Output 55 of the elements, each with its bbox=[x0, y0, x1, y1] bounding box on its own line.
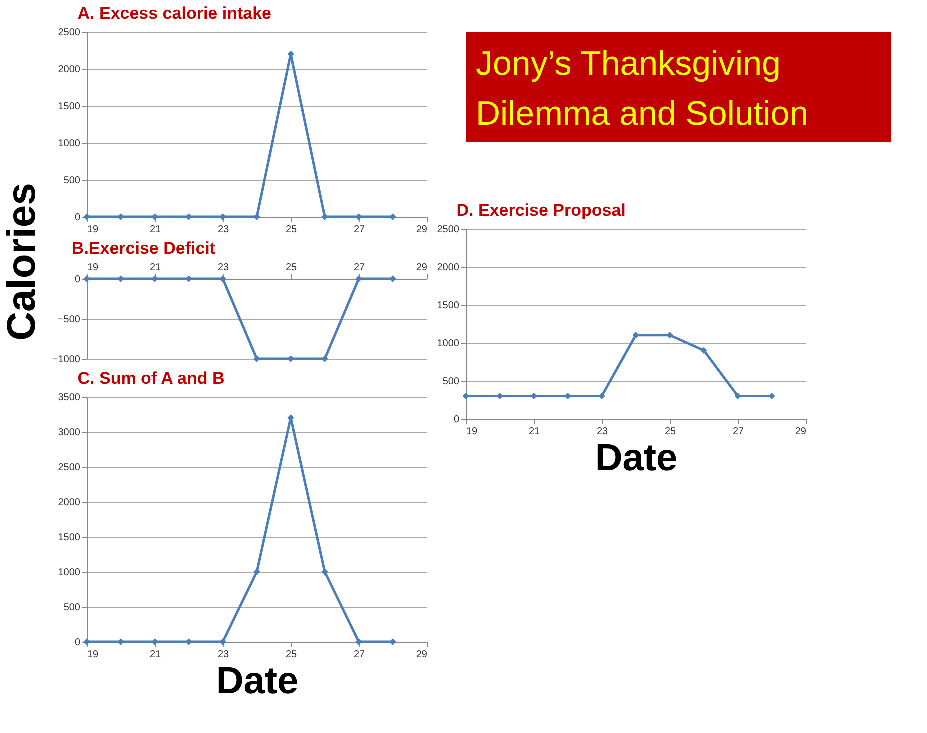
y-tick-label: 2000 bbox=[58, 64, 81, 76]
y-tick-label: 0 bbox=[74, 212, 81, 224]
x-tick-label: 25 bbox=[664, 426, 676, 438]
chart-title: B.Exercise Deficit bbox=[72, 239, 216, 258]
x-tick-label: 25 bbox=[286, 224, 298, 236]
x-tick-label: 19 bbox=[88, 224, 100, 236]
y-tick-label: 2500 bbox=[437, 224, 460, 236]
text: Jony’s Thanksgiving Dilemma and Solution bbox=[476, 45, 809, 133]
y-tick-label: 1000 bbox=[58, 568, 81, 578]
x-tick-label: 27 bbox=[354, 650, 366, 660]
x-tick-label: 21 bbox=[150, 650, 162, 660]
x-tick-label: 27 bbox=[354, 224, 366, 236]
x-tick-label: 23 bbox=[218, 224, 230, 236]
y-tick-label: 2000 bbox=[437, 262, 460, 274]
y-tick-label: 1500 bbox=[58, 102, 81, 112]
x-tick-label: 23 bbox=[218, 650, 230, 660]
y-tick-label: 500 bbox=[64, 176, 81, 186]
chart-title: C. Sum of A and B bbox=[78, 369, 225, 388]
y-tick-label: 0 bbox=[454, 414, 460, 426]
x-tick-label: 27 bbox=[354, 262, 366, 274]
y-tick-label: 2500 bbox=[58, 462, 81, 474]
x-axis-title: Date bbox=[216, 660, 299, 702]
x-tick-label: 29 bbox=[416, 262, 428, 274]
x-tick-label: 21 bbox=[150, 224, 162, 236]
y-tick-label: 3500 bbox=[58, 392, 81, 404]
y-tick-label: 1000 bbox=[58, 138, 81, 150]
y-tick-label: 2000 bbox=[58, 498, 81, 508]
y-tick-label: 1000 bbox=[437, 338, 460, 350]
x-tick-label: 23 bbox=[218, 262, 230, 274]
y-tick-label: 500 bbox=[64, 602, 81, 614]
chart-title: D. Exercise Proposal bbox=[456, 201, 626, 220]
y-tick-label: 0 bbox=[74, 638, 81, 648]
x-tick-label: 19 bbox=[88, 650, 100, 660]
y-tick-label: −1000 bbox=[52, 354, 81, 366]
y-tick-label: 2500 bbox=[58, 28, 81, 38]
y-axis-title: Calories bbox=[0, 183, 44, 341]
x-tick-label: 27 bbox=[732, 426, 744, 438]
y-tick-label: 0 bbox=[74, 274, 81, 286]
x-tick-label: 29 bbox=[795, 426, 807, 438]
x-axis-title: Date bbox=[595, 438, 678, 480]
x-tick-label: 19 bbox=[466, 426, 478, 438]
x-tick-label: 25 bbox=[286, 650, 298, 660]
x-tick-label: 29 bbox=[416, 650, 428, 660]
x-tick-label: 25 bbox=[286, 262, 298, 274]
y-tick-label: 3000 bbox=[58, 428, 81, 438]
chart-title: A. Excess calorie intake bbox=[78, 4, 272, 23]
y-tick-label: 1500 bbox=[58, 532, 81, 544]
y-tick-label: 500 bbox=[442, 376, 460, 388]
y-tick-label: −500 bbox=[58, 314, 81, 326]
x-tick-label: 29 bbox=[416, 224, 428, 236]
y-tick-label: 1500 bbox=[437, 300, 460, 312]
x-tick-label: 21 bbox=[150, 262, 162, 274]
x-tick-label: 21 bbox=[528, 426, 540, 438]
x-tick-label: 23 bbox=[596, 426, 608, 438]
x-tick-label: 19 bbox=[88, 262, 100, 274]
